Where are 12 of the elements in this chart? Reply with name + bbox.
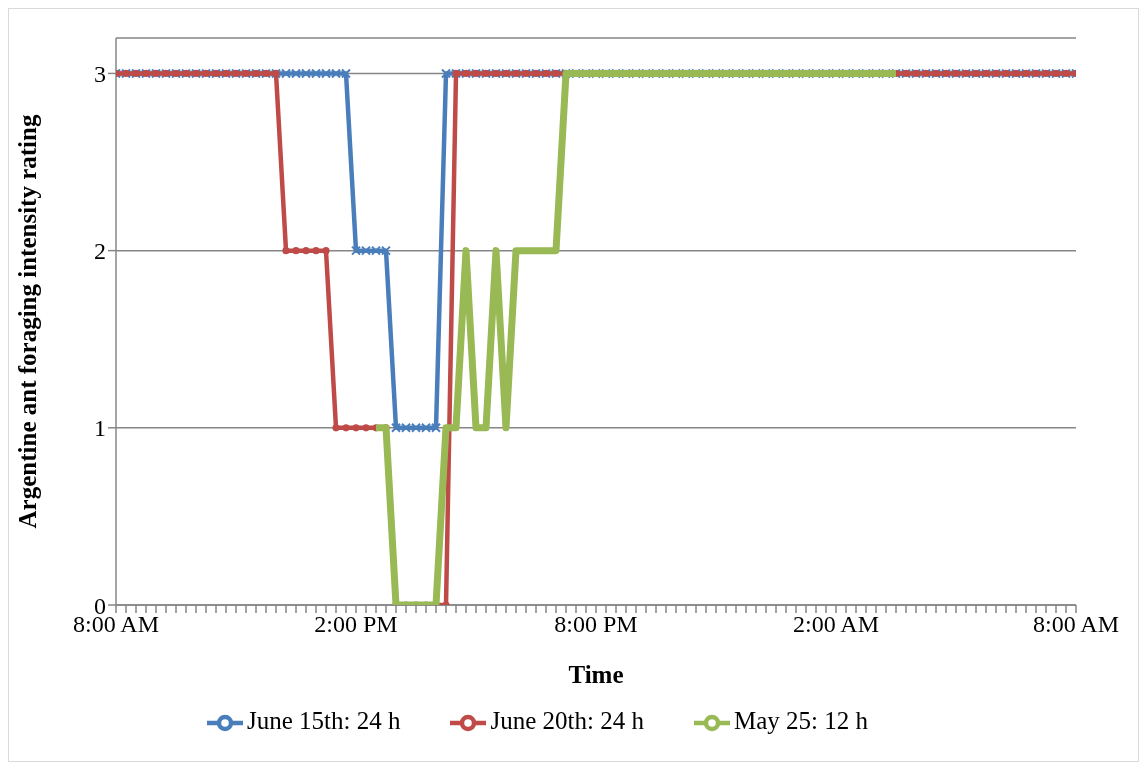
legend-label: June 20th: 24 h	[490, 706, 644, 734]
y-tick-label: 2	[94, 238, 106, 265]
x-axis-title: Time	[568, 660, 624, 688]
y-tick-label: 3	[94, 60, 106, 87]
x-tick-label: 2:00 PM	[314, 611, 398, 638]
x-tick-label: 2:00 AM	[792, 611, 880, 638]
x-tick-label: 8:00 AM	[1032, 611, 1120, 638]
y-axis-title: Argentine ant foraging intensity rating	[13, 114, 41, 529]
legend-label: May 25: 12 h	[733, 706, 868, 734]
legend-label: June 15th: 24 h	[247, 706, 401, 734]
x-tick-label: 8:00 PM	[554, 611, 638, 638]
y-tick-label: 1	[94, 415, 106, 442]
